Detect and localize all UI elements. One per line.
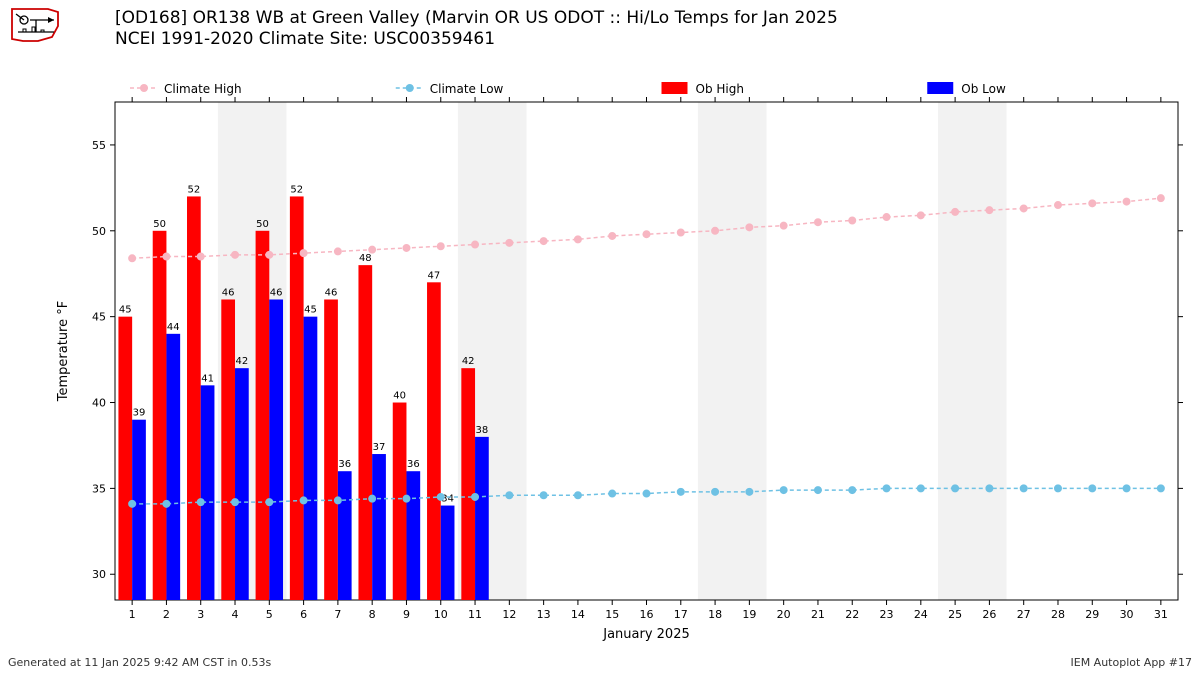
svg-text:Ob High: Ob High [696,82,744,96]
svg-text:15: 15 [605,608,619,621]
svg-text:52: 52 [188,184,201,195]
svg-text:46: 46 [222,287,235,298]
svg-text:26: 26 [982,608,996,621]
svg-text:21: 21 [811,608,825,621]
svg-text:46: 46 [325,287,338,298]
svg-text:Climate High: Climate High [164,82,242,96]
svg-text:19: 19 [742,608,756,621]
svg-text:30: 30 [1120,608,1134,621]
svg-text:40: 40 [92,397,106,410]
svg-text:4: 4 [232,608,239,621]
svg-text:16: 16 [640,608,654,621]
svg-text:14: 14 [571,608,585,621]
svg-text:13: 13 [537,608,551,621]
svg-text:2: 2 [163,608,170,621]
svg-text:7: 7 [334,608,341,621]
svg-text:42: 42 [236,356,249,367]
svg-text:9: 9 [403,608,410,621]
svg-text:44: 44 [167,322,180,333]
svg-text:5: 5 [266,608,273,621]
svg-text:17: 17 [674,608,688,621]
svg-text:39: 39 [133,408,146,419]
svg-text:36: 36 [407,459,420,470]
app-attribution: IEM Autoplot App #17 [1071,656,1193,669]
svg-text:35: 35 [92,482,106,495]
svg-text:47: 47 [428,270,441,281]
svg-text:52: 52 [290,184,303,195]
svg-text:37: 37 [373,442,386,453]
svg-text:48: 48 [359,253,372,264]
svg-text:38: 38 [476,425,489,436]
svg-text:40: 40 [393,391,406,402]
svg-text:42: 42 [462,356,475,367]
svg-text:31: 31 [1154,608,1168,621]
svg-text:20: 20 [777,608,791,621]
svg-text:22: 22 [845,608,859,621]
svg-text:10: 10 [434,608,448,621]
svg-text:55: 55 [92,139,106,152]
svg-text:45: 45 [304,305,317,316]
svg-text:50: 50 [153,219,166,230]
svg-text:24: 24 [914,608,928,621]
svg-text:8: 8 [369,608,376,621]
svg-text:3: 3 [197,608,204,621]
temps-chart: 303540455055Temperature °F12345678910111… [0,0,1200,675]
svg-text:25: 25 [948,608,962,621]
svg-text:1: 1 [129,608,136,621]
svg-text:Temperature °F: Temperature °F [56,301,71,402]
svg-text:18: 18 [708,608,722,621]
svg-text:41: 41 [201,373,214,384]
svg-text:28: 28 [1051,608,1065,621]
svg-text:45: 45 [92,311,106,324]
svg-text:29: 29 [1085,608,1099,621]
svg-text:27: 27 [1017,608,1031,621]
svg-text:23: 23 [880,608,894,621]
svg-text:11: 11 [468,608,482,621]
svg-text:6: 6 [300,608,307,621]
svg-text:50: 50 [256,219,269,230]
svg-text:45: 45 [119,305,132,316]
generated-timestamp: Generated at 11 Jan 2025 9:42 AM CST in … [8,656,271,669]
svg-text:46: 46 [270,287,283,298]
svg-text:50: 50 [92,225,106,238]
svg-text:Climate Low: Climate Low [430,82,504,96]
svg-text:36: 36 [338,459,351,470]
svg-text:30: 30 [92,568,106,581]
svg-text:January 2025: January 2025 [602,627,690,642]
svg-text:12: 12 [502,608,516,621]
svg-text:Ob Low: Ob Low [961,82,1006,96]
